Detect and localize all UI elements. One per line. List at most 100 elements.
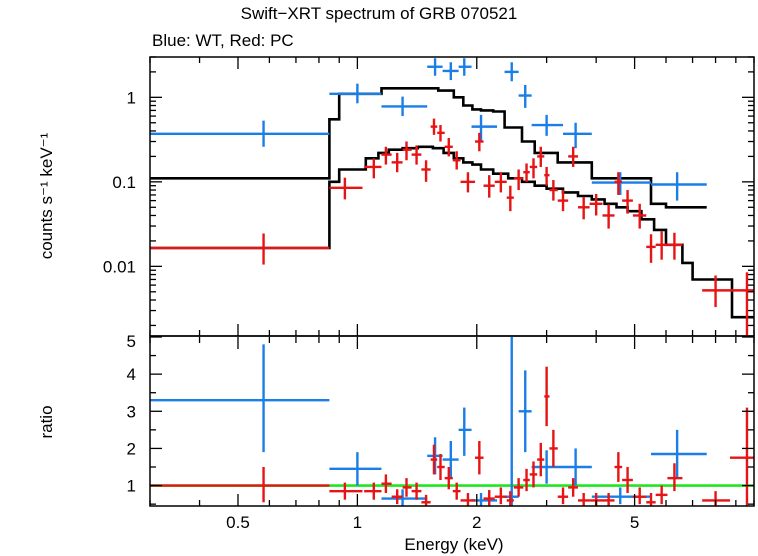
y-tick-label: 1 bbox=[127, 477, 136, 496]
data-point-wt bbox=[504, 62, 519, 82]
data-point-pc bbox=[402, 141, 412, 161]
model-line-wt-model bbox=[150, 87, 707, 209]
ratio-data bbox=[150, 337, 754, 506]
data-point-pc bbox=[632, 203, 647, 229]
data-point-pc bbox=[452, 482, 461, 500]
data-point-pc bbox=[391, 152, 403, 173]
data-point-pc bbox=[614, 452, 623, 482]
data-point-wt bbox=[471, 493, 498, 506]
data-point-wt bbox=[150, 344, 330, 453]
data-point-pc bbox=[513, 169, 524, 191]
data-point-pc bbox=[523, 468, 530, 492]
data-point-pc bbox=[381, 146, 392, 165]
data-point-wt bbox=[329, 83, 382, 104]
data-point-wt bbox=[531, 450, 564, 484]
data-point-pc bbox=[391, 489, 403, 505]
ratio-y-axis-label: ratio bbox=[37, 405, 56, 438]
data-point-pc bbox=[402, 478, 412, 497]
data-point-pc bbox=[381, 474, 392, 493]
data-point-pc bbox=[655, 231, 668, 260]
data-point-wt bbox=[471, 114, 498, 142]
data-point-wt bbox=[518, 84, 532, 108]
data-point-pc bbox=[730, 407, 754, 506]
data-point-pc bbox=[475, 132, 484, 152]
data-point-pc bbox=[544, 166, 550, 186]
data-point-pc bbox=[589, 193, 603, 216]
data-point-wt bbox=[504, 337, 519, 506]
data-point-wt bbox=[381, 96, 428, 117]
data-point-wt bbox=[150, 120, 330, 147]
x-tick-label: 0.5 bbox=[226, 513, 250, 532]
data-point-pc bbox=[557, 487, 569, 505]
data-point-pc bbox=[549, 429, 558, 467]
data-point-wt bbox=[591, 172, 652, 195]
data-point-pc bbox=[568, 478, 579, 497]
data-point-pc bbox=[529, 158, 538, 179]
data-point-pc bbox=[622, 467, 633, 493]
data-point-pc bbox=[523, 163, 530, 182]
spectrum-data bbox=[150, 58, 754, 336]
data-point-pc bbox=[364, 158, 382, 179]
data-point-pc bbox=[460, 493, 476, 506]
chart-title: Swift−XRT spectrum of GRB 070521 bbox=[240, 4, 518, 23]
data-point-pc bbox=[421, 160, 431, 182]
data-point-pc bbox=[411, 482, 422, 500]
data-point-wt bbox=[427, 58, 443, 76]
data-point-pc bbox=[444, 138, 453, 157]
data-point-pc bbox=[494, 172, 507, 193]
data-point-pc bbox=[529, 461, 538, 488]
data-point-pc bbox=[544, 366, 550, 427]
y-tick-label: 3 bbox=[127, 402, 136, 421]
spectrum-panel-frame bbox=[149, 56, 755, 337]
y-tick-label: 1 bbox=[127, 88, 136, 107]
data-point-pc bbox=[506, 491, 514, 506]
x-tick-label: 1 bbox=[353, 513, 362, 532]
data-point-pc bbox=[667, 463, 683, 492]
data-point-pc bbox=[494, 487, 507, 505]
data-point-pc bbox=[537, 146, 545, 167]
y-tick-label: 5 bbox=[127, 332, 136, 351]
data-point-pc bbox=[702, 275, 731, 308]
x-tick-label: 2 bbox=[472, 513, 481, 532]
data-point-wt bbox=[442, 441, 459, 479]
data-point-pc bbox=[150, 467, 330, 503]
data-point-wt bbox=[458, 58, 472, 76]
data-point-wt bbox=[329, 452, 382, 486]
data-point-pc bbox=[667, 232, 683, 260]
x-tick-label: 5 bbox=[630, 513, 639, 532]
data-point-pc bbox=[557, 190, 569, 212]
data-point-pc bbox=[475, 441, 484, 475]
data-point-pc bbox=[483, 175, 495, 198]
data-point-wt bbox=[531, 114, 564, 136]
data-point-pc bbox=[460, 172, 476, 193]
data-point-pc bbox=[329, 482, 363, 500]
data-point-pc bbox=[430, 444, 438, 475]
data-point-pc bbox=[452, 151, 461, 170]
y-tick-label: 0.01 bbox=[103, 257, 136, 276]
y-tick-label: 2 bbox=[127, 439, 136, 458]
data-point-pc bbox=[578, 197, 590, 220]
data-point-pc bbox=[444, 467, 453, 490]
x-axis-label: Energy (keV) bbox=[404, 535, 503, 554]
data-point-wt bbox=[651, 429, 707, 479]
data-point-pc bbox=[646, 493, 656, 506]
data-point-pc bbox=[646, 234, 656, 263]
data-point-pc bbox=[430, 118, 438, 135]
data-point-pc bbox=[614, 172, 623, 195]
data-point-pc bbox=[730, 272, 754, 336]
data-point-pc bbox=[506, 185, 514, 212]
spectrum-y-axis-label: counts s⁻¹ keV⁻¹ bbox=[37, 132, 56, 259]
model-line-pc-model bbox=[150, 145, 754, 319]
y-tick-label: 0.1 bbox=[112, 173, 136, 192]
data-point-pc bbox=[602, 204, 615, 229]
data-point-pc bbox=[549, 180, 558, 201]
spectrum-models bbox=[150, 87, 754, 319]
data-point-pc bbox=[150, 233, 330, 265]
data-point-pc bbox=[622, 190, 633, 214]
data-point-wt bbox=[458, 407, 472, 456]
data-point-pc bbox=[411, 145, 422, 165]
data-point-pc bbox=[578, 493, 590, 506]
data-point-pc bbox=[568, 146, 579, 167]
data-point-pc bbox=[483, 490, 495, 506]
